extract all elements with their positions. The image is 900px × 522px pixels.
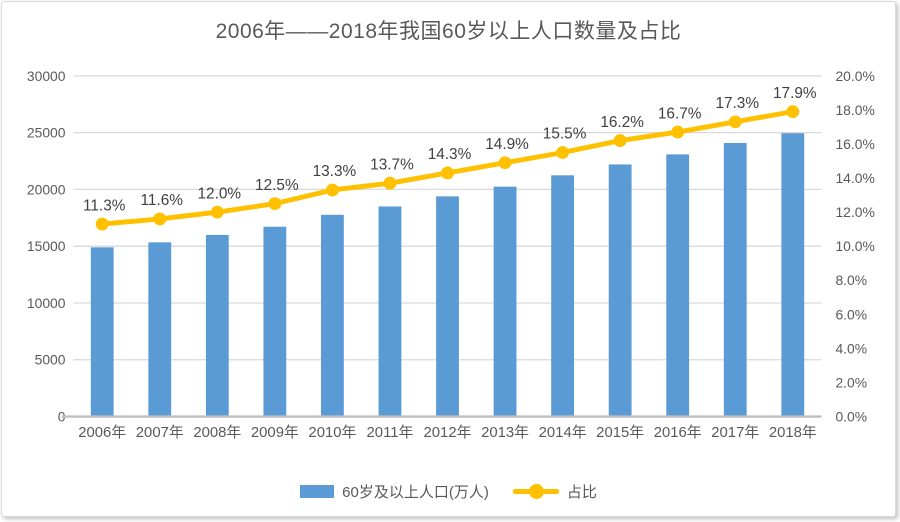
right-axis-tick: 10.0% <box>835 238 874 254</box>
point-label: 12.0% <box>198 185 242 202</box>
bar-swatch-icon <box>300 485 335 498</box>
x-axis-label: 2009年 <box>251 424 299 441</box>
line-marker <box>556 146 570 159</box>
legend-line-dot <box>528 484 544 499</box>
right-axis-tick: 8.0% <box>835 272 867 288</box>
x-axis-label: 2008年 <box>193 424 241 441</box>
point-label: 14.9% <box>485 136 529 153</box>
right-axis-tick: 4.0% <box>835 340 867 356</box>
x-axis-label: 2006年 <box>78 424 126 441</box>
bar <box>378 206 402 417</box>
right-axis-tick: 12.0% <box>835 204 874 220</box>
point-label: 12.5% <box>255 177 299 194</box>
x-axis-label: 2017年 <box>711 424 759 441</box>
line-marker <box>210 205 224 219</box>
line-marker <box>441 166 454 180</box>
line-marker <box>613 134 627 147</box>
right-axis-tick: 16.0% <box>835 136 874 152</box>
line-marker <box>383 176 397 190</box>
chart-title: 2006年——2018年我国60岁以上人口数量及占比 <box>215 20 682 43</box>
point-label: 11.6% <box>141 192 184 209</box>
point-label: 14.3% <box>428 146 472 163</box>
x-axis-label: 2011年 <box>367 424 414 441</box>
line-marker <box>671 125 685 139</box>
left-axis-tick: 20000 <box>27 181 66 197</box>
right-axis-tick: 20.0% <box>835 68 874 84</box>
bar <box>723 142 747 417</box>
x-axis-label: 2013年 <box>481 424 529 441</box>
bar <box>608 164 632 417</box>
right-axis-tick: 18.0% <box>835 102 874 118</box>
point-label: 16.2% <box>600 114 644 131</box>
legend-label-population: 60岁及以上人口(万人) <box>342 484 489 501</box>
line-swatch-icon <box>512 484 559 499</box>
line-marker <box>728 115 742 129</box>
line-marker <box>498 156 512 170</box>
left-axis-tick: 30000 <box>27 68 66 84</box>
left-axis-tick: 5000 <box>35 352 66 368</box>
x-axis-label: 2014年 <box>539 424 587 441</box>
bar <box>666 154 690 417</box>
bar <box>90 247 114 417</box>
bar <box>781 133 805 417</box>
legend-item-population: 60岁及以上人口(万人) <box>300 481 489 502</box>
bar <box>436 196 459 417</box>
line-marker <box>153 212 167 226</box>
right-axis-tick: 0.0% <box>835 409 867 425</box>
legend-item-ratio: 占比 <box>512 481 597 502</box>
chart-legend: 60岁及以上人口(万人) 占比 <box>2 481 895 502</box>
line-marker <box>325 183 339 197</box>
chart-canvas: 30000250002000015000100005000020.0%18.0%… <box>27 68 875 441</box>
bar <box>205 234 229 417</box>
left-axis-tick: 10000 <box>27 295 66 311</box>
x-axis-label: 2016年 <box>654 424 702 441</box>
left-axis-tick: 15000 <box>27 238 66 254</box>
bar <box>263 226 287 417</box>
line-marker <box>95 217 109 231</box>
point-label: 11.3% <box>83 197 126 214</box>
bar <box>551 175 575 417</box>
legend-label-ratio: 占比 <box>566 484 597 501</box>
point-label: 17.3% <box>715 95 759 112</box>
x-axis-label: 2007年 <box>136 424 184 441</box>
x-axis-label: 2015年 <box>596 424 644 441</box>
x-axis-label: 2010年 <box>308 424 356 441</box>
right-axis-tick: 14.0% <box>835 170 874 186</box>
line-marker <box>268 197 282 211</box>
line-marker <box>786 105 800 119</box>
x-axis-label: 2012年 <box>424 424 472 441</box>
bar <box>493 186 517 417</box>
bar <box>320 214 344 417</box>
x-axis-label: 2018年 <box>769 424 817 441</box>
point-label: 13.3% <box>313 163 357 180</box>
right-axis-tick: 6.0% <box>835 306 867 322</box>
bar <box>148 242 172 417</box>
point-label: 15.5% <box>543 126 587 143</box>
point-label: 13.7% <box>370 156 414 173</box>
left-axis-tick: 25000 <box>27 125 66 141</box>
right-axis-tick: 2.0% <box>835 374 867 390</box>
point-label: 16.7% <box>658 105 702 122</box>
point-label: 17.9% <box>773 85 817 102</box>
